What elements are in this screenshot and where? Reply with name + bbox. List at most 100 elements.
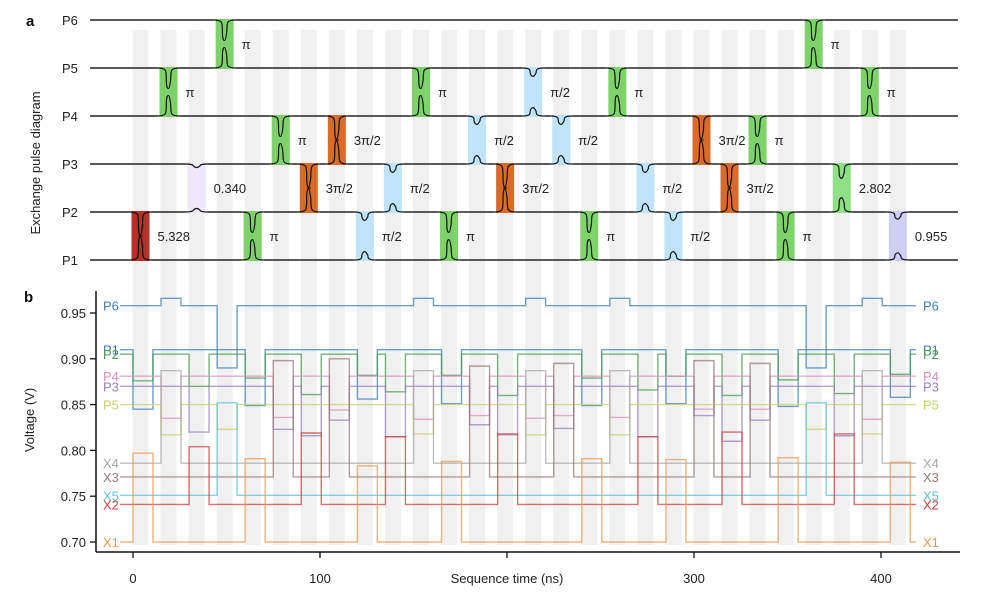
y-tick-label: 0.90 (61, 352, 86, 367)
trace-label-right: P1 (923, 343, 939, 358)
pulse-box (860, 67, 879, 117)
pulse-box (383, 163, 402, 213)
trace-line (120, 297, 916, 369)
pulse-curve-upper (409, 67, 432, 90)
pulse-angle-label: π/2 (690, 229, 710, 244)
exchange-pulse: π/2 (634, 163, 682, 213)
x-tick-label: 300 (683, 571, 705, 586)
y-tick-label: 0.70 (61, 535, 86, 550)
pulse-curve-lower (550, 154, 573, 165)
pulse-box (215, 19, 234, 69)
pulse-angle-label: 3π/2 (326, 181, 353, 196)
pulse-curve-lower (466, 154, 489, 165)
pulse-curve-lower (690, 140, 713, 165)
pulse-angle-label: 3π/2 (747, 181, 774, 196)
trace-label-right: P5 (923, 398, 939, 413)
trace-label-left: X2 (103, 497, 119, 512)
panel-a-label: a (26, 13, 35, 30)
pulse-angle-label: π (438, 85, 447, 100)
trace-line (120, 402, 916, 496)
pulse-curve-lower (297, 188, 320, 213)
time-slot-band (805, 30, 822, 545)
panel-b-xlabel: Sequence time (ns) (451, 571, 564, 586)
pulse-curve-upper (353, 211, 376, 222)
pulse-box (271, 115, 290, 165)
pulse-curve-upper (381, 163, 404, 174)
pulse-box (243, 211, 262, 261)
exchange-pulse: π/2 (353, 211, 402, 261)
y-tick-label: 0.95 (61, 306, 86, 321)
pulse-curve-lower (213, 46, 236, 69)
trace-X1: X1 X1 (103, 452, 939, 550)
pulse-box (187, 163, 206, 213)
exchange-pulse: π (802, 19, 840, 69)
time-slot-band (665, 30, 682, 545)
trace-label-right: X3 (923, 470, 939, 485)
pulse-box (776, 211, 795, 261)
time-slot-band (132, 30, 149, 545)
wire-label: P1 (62, 253, 78, 268)
trace-P6: P6 P6 (103, 297, 939, 369)
pulse-angle-label: π (466, 229, 475, 244)
pulse-angle-label: 0.955 (915, 229, 948, 244)
trace-label-left: X3 (103, 470, 119, 485)
wire-label: P6 (62, 13, 78, 28)
pulse-curve-lower (185, 207, 208, 213)
time-slot-band (328, 30, 345, 545)
x-tick-label: 400 (870, 571, 892, 586)
time-slot-band (525, 30, 542, 545)
time-slot-band (777, 30, 794, 545)
pulse-curve-lower (494, 188, 517, 213)
trace-label-right: X2 (923, 497, 939, 512)
pulse-curve-upper (269, 115, 292, 138)
pulse-box (159, 67, 178, 117)
pulse-box (580, 211, 599, 261)
pulse-curve-upper (494, 163, 517, 188)
exchange-pulse: π/2 (466, 115, 514, 165)
pulse-curve-upper (690, 115, 713, 140)
pulse-curve-lower (858, 94, 881, 117)
pulse-curve-upper (157, 67, 180, 90)
pulse-angle-label: π/2 (550, 85, 570, 100)
pulse-box (748, 115, 767, 165)
pulse-angle-label: π (775, 133, 784, 148)
pulse-curve-lower (325, 140, 348, 165)
exchange-pulse: 0.340 (185, 163, 246, 213)
trace-line (120, 353, 916, 397)
pulse-curve-lower (662, 250, 685, 261)
pulse-curve-lower (578, 238, 601, 261)
pulse-curve-upper (129, 211, 152, 236)
time-slot-band (244, 30, 261, 545)
trace-label-left: P6 (103, 299, 119, 314)
pulse-angle-label: π (831, 37, 840, 52)
pulse-angle-label: π (270, 229, 279, 244)
pulse-box (552, 115, 571, 165)
exchange-pulse: π (438, 211, 475, 261)
pulse-angle-label: 2.802 (859, 181, 892, 196)
pulse-angle-label: π/2 (382, 229, 402, 244)
pulse-box (440, 211, 459, 261)
time-slot-band (889, 30, 906, 545)
trace-label-left: X1 (103, 535, 119, 550)
trace-line (120, 358, 916, 478)
time-slot-band (188, 30, 205, 545)
trace-label-right: X5 (923, 488, 939, 503)
wire-label: P5 (62, 61, 78, 76)
exchange-pulse: π (606, 67, 643, 117)
exchange-pulse: π (774, 211, 812, 261)
time-slot-band (861, 30, 878, 545)
trace-line (120, 431, 916, 506)
panel-b-label: b (24, 289, 33, 306)
exchange-pulse-diagram: P1 P2 P3 P4 P5 P6 5.328 π 0.340 π π π 3π/2 3π/2 π/2 π/2… (62, 13, 958, 268)
pulse-curve-upper (297, 163, 320, 188)
pulse-curve-upper (606, 67, 629, 90)
time-slot-band (609, 30, 626, 545)
exchange-pulse: π (269, 115, 307, 165)
x-tick-label: 100 (309, 571, 331, 586)
trace-X3: X3 X3 (103, 358, 939, 485)
pulse-box (608, 67, 627, 117)
panel-b-ylabel: Voltage (V) (22, 388, 37, 452)
exchange-pulse: 0.955 (886, 211, 948, 261)
pulse-curve-lower (606, 94, 629, 117)
